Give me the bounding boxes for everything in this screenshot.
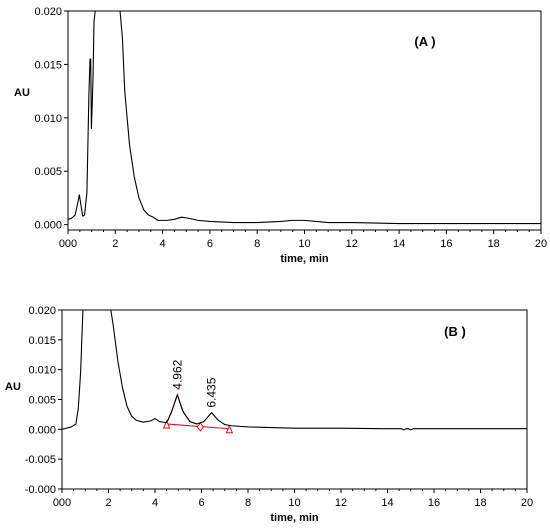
panel-1-x-tick-label: 000	[53, 497, 71, 509]
panel-1-peak-label: 6.435	[205, 377, 219, 407]
panel-0-x-tick-label: 18	[488, 238, 500, 250]
panel-0-chromatogram-trace	[67, 10, 541, 225]
panel-1-x-tick-label: 18	[474, 497, 486, 509]
panel-1-x-tick-label: 6	[198, 497, 204, 509]
panel-1-chromatogram-trace	[61, 309, 527, 431]
panel-0-x-tick-label: 2	[112, 238, 118, 250]
panel-0-y-tick-label: 0.020	[34, 6, 62, 18]
panel-1-y-tick-label: 0.000	[28, 424, 56, 436]
panel-0-x-tick-label: 12	[346, 238, 358, 250]
panel-1-integration-diamond-marker	[196, 422, 204, 432]
panel-1-y-tick-label: 0.005	[28, 395, 56, 407]
panel-0-panel-label: (A )	[414, 34, 435, 49]
panel-1-x-tick-label: 20	[521, 497, 533, 509]
panel-1-x-tick-label: 10	[288, 497, 300, 509]
panel-1-integration-triangle-marker	[162, 419, 171, 429]
panel-1-x-tick-label: 12	[335, 497, 347, 509]
panel-0-x-tick-label: 8	[254, 238, 260, 250]
panel-b: 000 2 4 6 8 10 12 14 16 18 20 -0.000 -0.005 0.000 0.00…	[5, 305, 533, 524]
panel-0-y-tick-label: 0.015	[34, 59, 62, 71]
panel-1-x-tick-label: 8	[245, 497, 251, 509]
panel-0-x-tick-label: 10	[298, 238, 310, 250]
panel-1-x-tick-label: 2	[105, 497, 111, 509]
panel-1-y-tick-label: 0.010	[28, 365, 56, 377]
panel-1-y-tick-label: -0.000	[25, 484, 56, 496]
panel-1-x-axis-title: time, min	[270, 512, 319, 524]
panel-0-y-axis-title: AU	[14, 87, 30, 99]
panel-1-y-tick-label: 0.015	[28, 335, 56, 347]
panel-0-y-tick-label: 0.000	[34, 220, 62, 232]
panel-0-x-tick-label: 4	[160, 238, 166, 250]
panel-1-x-tick-label: 16	[428, 497, 440, 509]
panel-0-x-tick-label: 6	[207, 238, 213, 250]
panel-1-y-axis-title: AU	[5, 381, 21, 393]
panel-a: 000 2 4 6 8 10 12 14 16 18 20 0.000 0.005 0.010 0.015 0…	[14, 6, 547, 265]
panel-1-integration-triangle-marker	[225, 424, 234, 434]
panel-1-x-tick-label: 4	[152, 497, 158, 509]
panel-0-x-tick-label: 14	[393, 238, 405, 250]
panel-1-y-tick-label: -0.005	[25, 454, 56, 466]
panel-0-x-tick-label: 16	[440, 238, 452, 250]
panel-1-x-tick-label: 14	[381, 497, 393, 509]
panel-1-y-tick-label: 0.020	[28, 305, 56, 317]
panel-1-peak-label: 4.962	[170, 359, 184, 389]
panel-0-y-tick-label: 0.010	[34, 113, 62, 125]
panel-0-x-tick-label: 000	[59, 238, 77, 250]
panel-0-x-axis-title: time, min	[280, 253, 329, 265]
panel-1-panel-label: (B )	[444, 324, 466, 339]
panel-0-x-tick-label: 20	[535, 238, 547, 250]
panel-0-y-tick-label: 0.005	[34, 166, 62, 178]
